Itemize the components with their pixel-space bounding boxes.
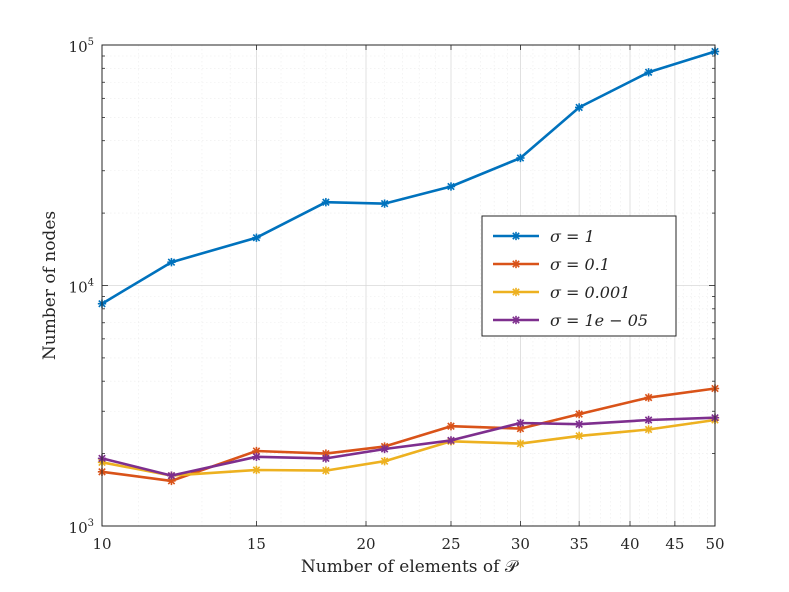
data-point [380,199,389,208]
legend-label: σ = 1 [550,227,595,246]
data-point [574,103,584,112]
data-point [511,231,521,241]
x-tick-label: 40 [620,535,639,553]
y-tick-label: 104 [69,278,94,297]
y-tick-label: 103 [69,518,94,537]
x-tick-label: 45 [665,535,684,553]
x-tick-label: 35 [570,535,589,553]
x-tick-label: 10 [92,535,111,553]
legend-entry-1: σ = 1 [493,227,595,246]
legend-entry-4: σ = 1e − 05 [493,311,648,330]
data-point [644,393,653,402]
data-point [574,409,584,419]
data-point [252,446,261,456]
data-point [516,439,525,448]
data-point [644,68,653,77]
data-point [252,465,261,475]
data-point [574,420,584,429]
data-point [380,444,389,454]
data-point [446,422,456,431]
legend-label: σ = 0.001 [550,283,630,302]
series-line [101,418,716,477]
data-point [380,457,389,466]
series-4 [97,413,720,480]
data-point [321,198,331,207]
x-tick-label: 20 [356,535,375,553]
data-point [321,466,331,475]
y-axis-label: Number of nodes [40,211,60,360]
legend-label: σ = 1e − 05 [550,311,648,330]
data-point [321,454,331,463]
series-line [101,50,716,305]
data-point [511,315,521,325]
series-line [101,416,716,477]
data-point [516,153,525,163]
legend: σ = 1 σ = 0.1 σ = 0.001 σ = 1e − 05 [481,215,677,337]
data-point [516,418,525,428]
x-tick-label: 30 [511,535,530,553]
series-layer [97,47,720,486]
data-point [574,431,584,441]
x-tick-label: 15 [247,535,266,553]
ticks: 10 15 20 25 30 35 40 45 50 103 104 105 [69,37,725,553]
x-axis-label: Number of elements of 𝒫 [301,557,519,577]
legend-entry-2: σ = 0.1 [493,255,610,274]
x-tick-label: 25 [441,535,460,553]
legend-entry-3: σ = 0.001 [493,283,630,302]
data-point [252,233,261,242]
data-point [167,258,176,267]
data-point [511,287,521,297]
data-point [511,259,521,269]
x-tick-label: 50 [705,535,724,553]
data-point [644,425,653,434]
data-point [446,182,456,191]
data-point [167,471,176,480]
data-point [446,436,456,445]
data-point [252,452,261,461]
data-point [644,415,653,425]
y-tick-label: 105 [69,37,94,56]
legend-label: σ = 0.1 [550,255,610,274]
